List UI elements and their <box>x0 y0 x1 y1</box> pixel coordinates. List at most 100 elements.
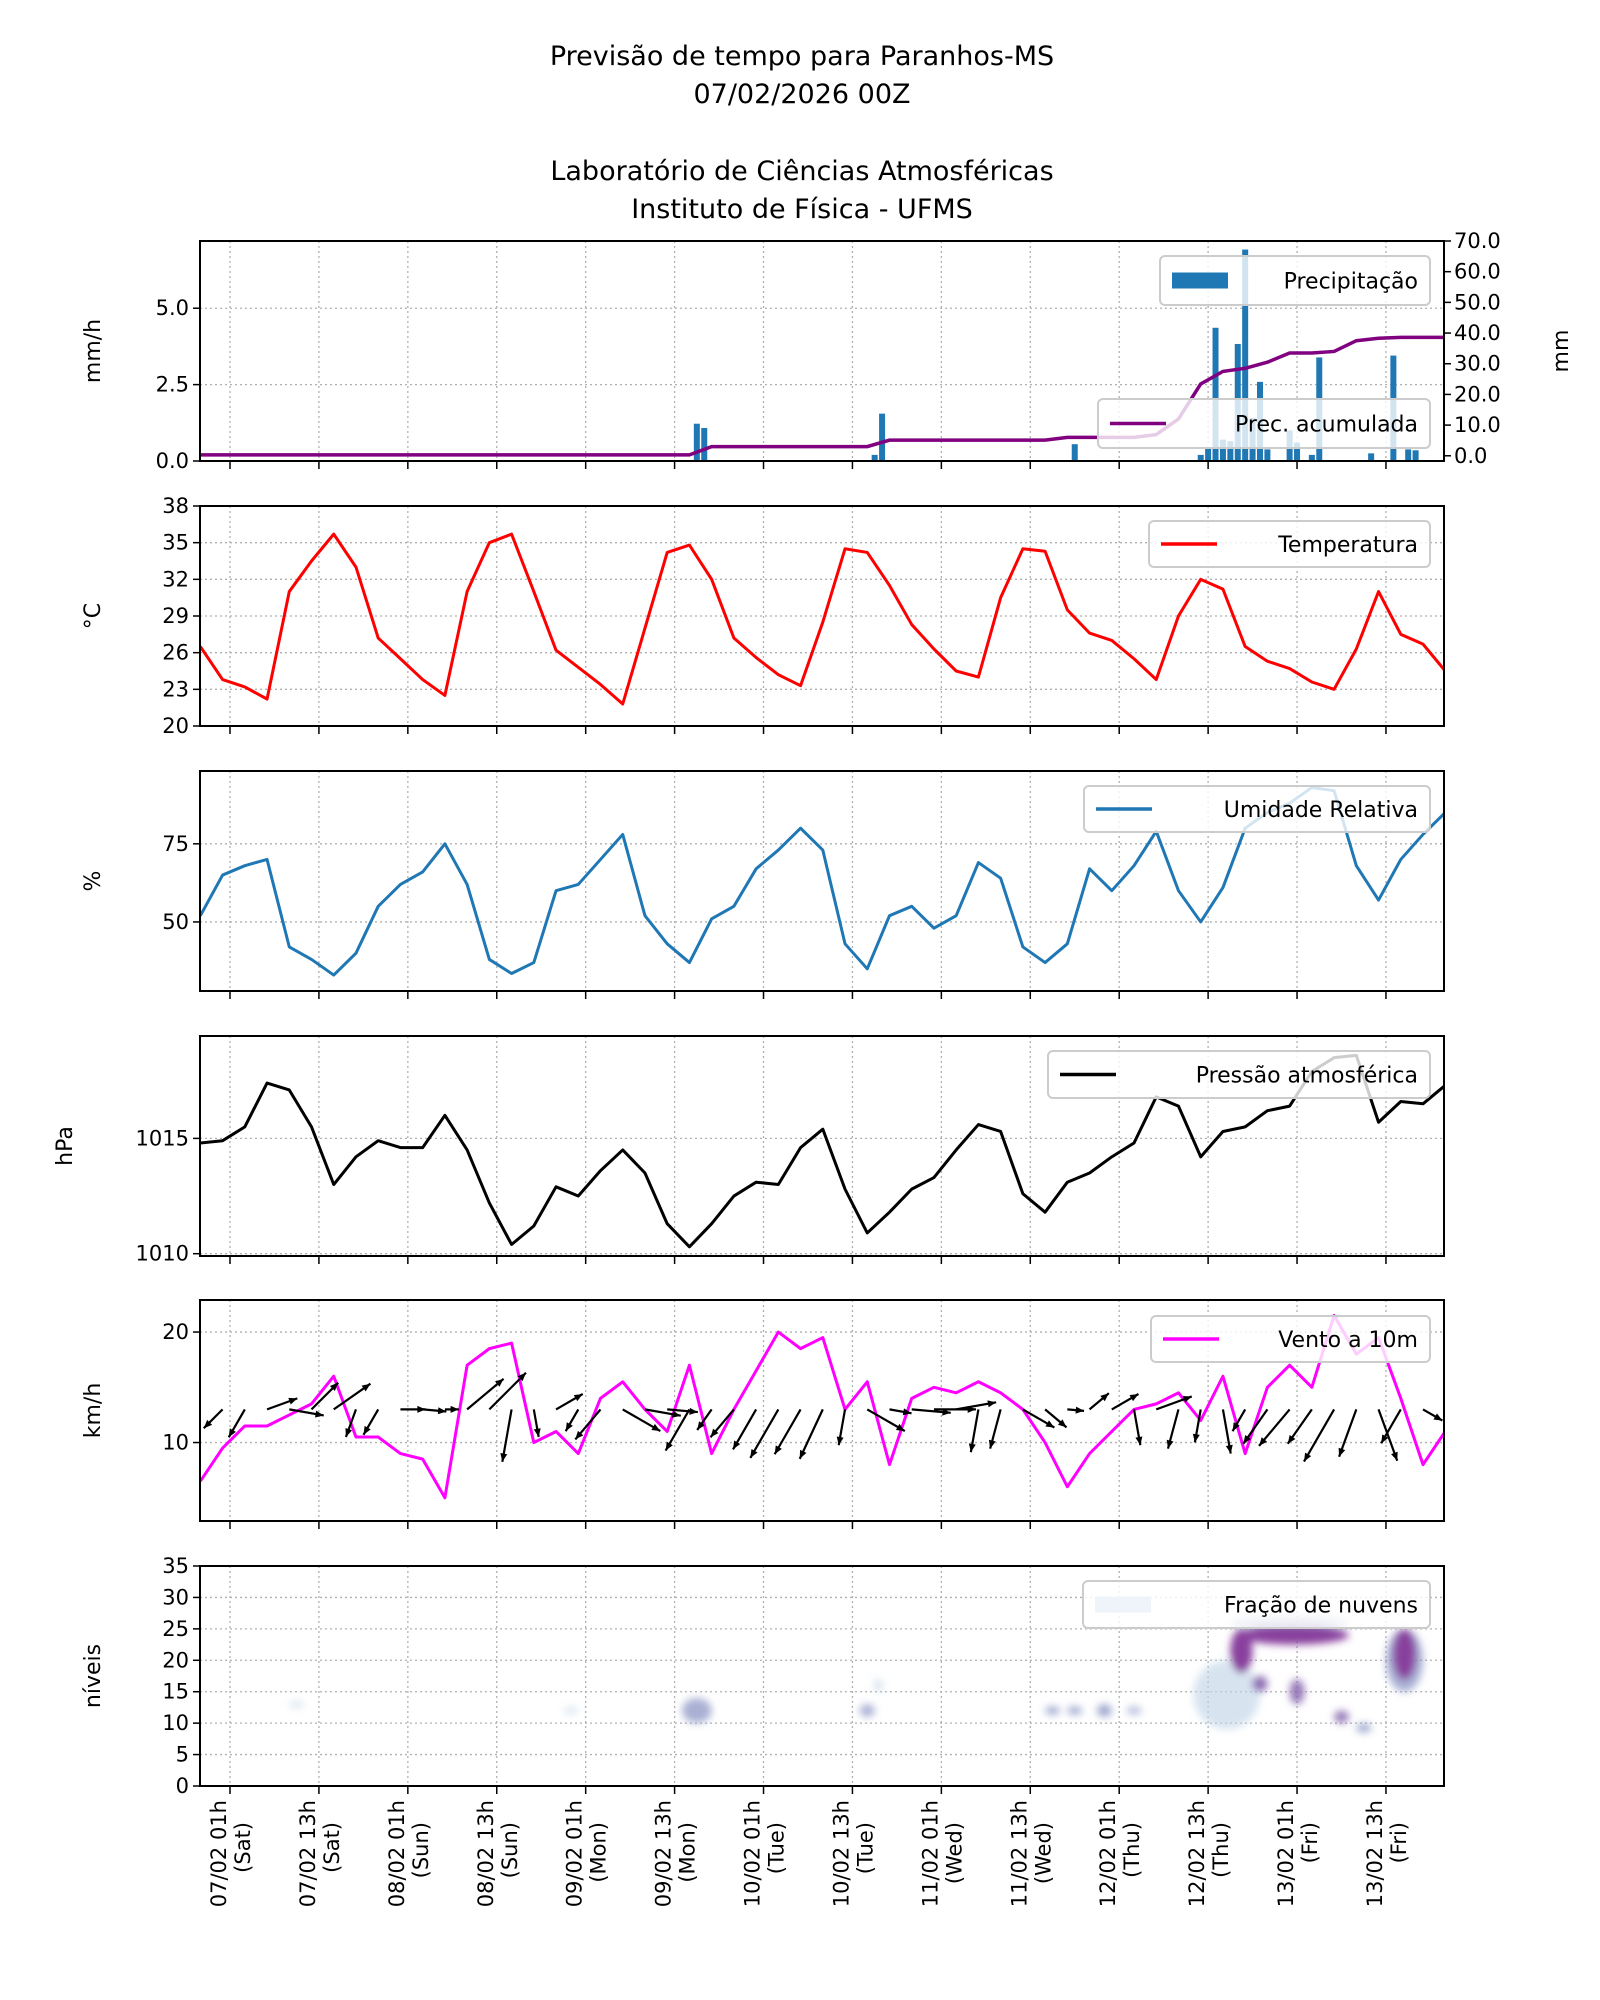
precip-bar <box>1412 450 1419 461</box>
wind-arrow-head <box>1381 1434 1389 1444</box>
wind-arrow-head <box>450 1405 459 1413</box>
y-tick-label: 1010 <box>136 1242 189 1266</box>
wind-arrow-head <box>363 1425 371 1435</box>
wind-arrow-head <box>968 1443 976 1453</box>
axes-frame <box>199 505 1445 727</box>
x-tick-label: 08/02 01h (Sun) <box>385 1800 433 1907</box>
wind-arrow-head <box>689 1407 698 1415</box>
x-tick-date: 12/02 13h <box>1185 1800 1209 1907</box>
x-tick-day: (Thu) <box>1120 1822 1144 1878</box>
x-tick-day: (Fri) <box>1387 1822 1411 1863</box>
plot-area <box>200 1053 1444 1249</box>
x-tick-date: 08/02 13h <box>474 1800 498 1907</box>
wind-arrow-head <box>750 1448 758 1458</box>
y-tick-label: 20 <box>162 714 189 738</box>
precip-bar <box>1308 454 1315 461</box>
y-right-tick-label: 50.0 <box>1454 290 1501 314</box>
panel-4: 1010 1015 hPa Pressão atmosférica <box>53 1035 1445 1266</box>
x-tick-day: (Tue) <box>853 1822 877 1874</box>
precip-bar <box>1264 449 1271 461</box>
wind-arrow-head <box>1075 1406 1085 1414</box>
y-axis-label: °C <box>81 603 106 629</box>
wind-arrow-head <box>494 1378 504 1387</box>
y-tick-label: 35 <box>162 1554 189 1578</box>
x-tick-label: 07/02 13h (Sat) <box>296 1800 344 1907</box>
wind-arrow-shaft <box>749 1408 780 1459</box>
x-tick-day: (Thu) <box>1209 1822 1233 1878</box>
cloud-patch <box>1356 1723 1372 1733</box>
legend-box <box>1082 1580 1431 1629</box>
y-right-tick-label: 0.0 <box>1454 444 1487 468</box>
axes-frame <box>199 1035 1445 1257</box>
y-tick-label: 30 <box>162 1585 189 1609</box>
x-tick-date: 07/02 01h <box>207 1800 231 1907</box>
y-tick-label: 0.0 <box>156 449 189 473</box>
x-tick-date: 09/02 13h <box>652 1800 676 1907</box>
legend: Temperatura <box>1148 520 1431 568</box>
y-axis-label: níveis <box>81 1644 106 1708</box>
x-tick-date: 10/02 01h <box>741 1800 765 1907</box>
wind-arrow-head <box>1225 1444 1233 1454</box>
x-tick-date: 08/02 01h <box>385 1800 409 1907</box>
legend-box <box>1083 785 1431 833</box>
x-tick-label: 09/02 01h (Mon) <box>563 1800 611 1907</box>
y-tick-label: 20 <box>162 1320 189 1344</box>
panel-6: 0 5 10 15 20 25 30 35 níveis Fração de nuvens <box>81 1554 1445 1798</box>
y-right-tick-label: 60.0 <box>1454 260 1501 284</box>
y-right-tick-label: 70.0 <box>1454 229 1501 253</box>
y-tick-label: 50 <box>162 910 189 934</box>
x-tick-date: 09/02 01h <box>563 1800 587 1907</box>
wind-arrow-head <box>1463 1394 1472 1401</box>
wind-arrow-shaft <box>200 1408 201 1411</box>
wind-arrow-head <box>1259 1437 1268 1446</box>
x-tick-date: 12/02 01h <box>1096 1800 1120 1907</box>
x-tick-day: (Sun) <box>498 1822 522 1878</box>
wind-arrow-shaft <box>488 1371 527 1411</box>
wind-arrow-shaft <box>1377 1409 1399 1462</box>
x-tick-day: (Fri) <box>1298 1822 1322 1863</box>
wind-arrow-head <box>345 1428 353 1438</box>
wind-arrow-head <box>710 1428 719 1438</box>
wind-arrow-head <box>1433 1413 1443 1421</box>
legend-box <box>1159 255 1431 306</box>
x-tick-label: 08/02 13h (Sun) <box>474 1800 522 1907</box>
wind-arrow-head <box>774 1445 782 1455</box>
accum-precip-line <box>200 335 1444 457</box>
series-line <box>200 532 1444 706</box>
x-tick-date: 10/02 13h <box>829 1800 853 1907</box>
precip-bar <box>1242 249 1249 461</box>
cloud-patch <box>1193 1660 1260 1730</box>
cloud-patch <box>563 1706 579 1715</box>
wind-arrow-head <box>1100 1393 1109 1402</box>
cloud-patch <box>1393 1628 1416 1680</box>
wind-arrow-head <box>203 1419 213 1429</box>
wind-arrow-head <box>314 1410 324 1418</box>
wind-arrow-head <box>1129 1393 1139 1402</box>
series-line <box>200 1053 1444 1249</box>
title-line-3: Laboratório de Ciências Atmosféricas <box>550 156 1053 187</box>
wind-arrow-head <box>517 1372 526 1382</box>
y-tick-label: 5 <box>176 1743 189 1767</box>
x-tick-date: 13/02 13h <box>1363 1800 1387 1907</box>
x-tick-label: 10/02 01h (Tue) <box>741 1800 789 1907</box>
legend: Umidade Relativa <box>1083 785 1431 833</box>
panel-5: 10 20 km/h Vento a 10m <box>81 1299 1472 1529</box>
y-tick-label: 20 <box>162 1648 189 1672</box>
y-right-axis-label: mm <box>1549 330 1574 373</box>
precip-bar <box>1219 439 1226 461</box>
wind-arrow-head <box>665 1441 673 1451</box>
legend-box <box>1148 520 1431 568</box>
x-tick-label: 13/02 13h (Fri) <box>1363 1800 1411 1907</box>
panel-2: 20 23 26 29 32 35 38 °C Temperatura <box>81 494 1445 738</box>
x-tick-day: (Mon) <box>676 1822 700 1883</box>
axes-frame <box>199 1565 1445 1787</box>
wind-arrow-shaft <box>1338 1409 1358 1458</box>
legend-label: Umidade Relativa <box>1224 798 1418 823</box>
wind-arrow-head <box>533 1428 541 1437</box>
precip-bar <box>1227 441 1234 461</box>
x-tick-label: 13/02 01h (Fri) <box>1274 1800 1322 1907</box>
wind-arrow-head <box>1192 1433 1200 1443</box>
wind-arrow-head <box>799 1449 807 1459</box>
wind-arrow-head <box>437 1407 447 1415</box>
